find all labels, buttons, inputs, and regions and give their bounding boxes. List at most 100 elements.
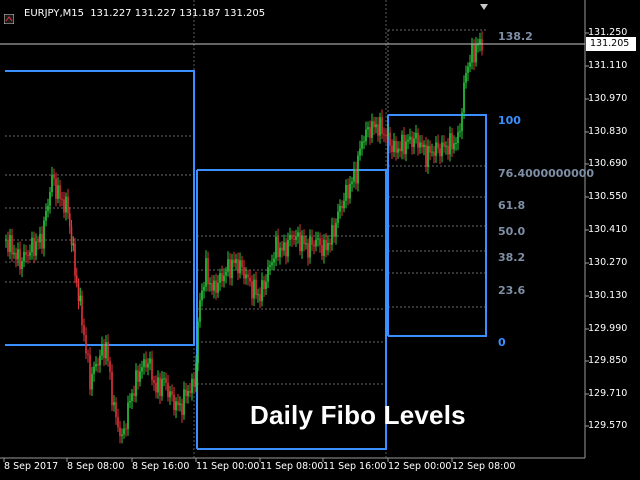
candle-body — [395, 140, 397, 153]
candle-body — [259, 294, 261, 302]
candle-body — [203, 286, 205, 291]
candle-body — [475, 44, 477, 63]
candle-body — [205, 258, 207, 287]
candle-body — [317, 238, 319, 240]
fibo-level-label: 0 — [498, 336, 506, 349]
candle-body — [381, 117, 383, 135]
candle-body — [303, 235, 305, 245]
fibo-level-label: 38.2 — [498, 251, 526, 264]
candle-body — [261, 280, 263, 302]
candle-body — [415, 132, 417, 139]
candle-body — [237, 259, 239, 274]
candle-body — [283, 242, 285, 251]
candle-body — [333, 225, 335, 237]
candle-body — [357, 155, 359, 184]
candle-body — [57, 185, 59, 199]
candle-body — [397, 148, 399, 153]
candle-body — [277, 236, 279, 257]
candle-body — [457, 132, 459, 143]
candle-body — [429, 145, 431, 153]
candle-body — [131, 393, 133, 401]
candle-body — [135, 370, 137, 397]
candle-body — [129, 400, 131, 403]
candle-body — [433, 151, 435, 156]
chart-shift-marker-icon[interactable] — [480, 4, 488, 10]
candle-body — [353, 168, 355, 182]
candle-body — [401, 134, 403, 152]
symbol-badge-icon — [3, 9, 15, 25]
candle-body — [123, 428, 125, 435]
candle-body — [449, 133, 451, 155]
candle-body — [79, 295, 82, 302]
candle-body — [227, 259, 229, 272]
candle-body — [245, 274, 247, 279]
candle-body — [427, 145, 429, 167]
candle-body — [13, 252, 15, 255]
candle-body — [391, 145, 393, 153]
candle-body — [121, 434, 123, 436]
candle-body — [27, 255, 29, 257]
candle-body — [281, 247, 283, 251]
chart-header-info: EURJPY,M15 131.227 131.227 131.187 131.2… — [24, 8, 265, 19]
candle-body — [295, 236, 297, 240]
price-axis-tick: 129.570 — [588, 420, 628, 431]
daily-range-box — [5, 70, 195, 346]
candle-body — [183, 389, 185, 415]
candle-body — [91, 373, 93, 390]
time-axis-tick: 8 Sep 16:00 — [132, 461, 190, 472]
candle-body — [351, 181, 353, 184]
candle-body — [287, 240, 289, 257]
candle-body — [377, 124, 379, 136]
candle-body — [23, 251, 25, 262]
candle-body — [165, 378, 167, 383]
candle-body — [39, 233, 41, 243]
candle-body — [119, 427, 121, 436]
candle-body — [141, 367, 143, 372]
candle-body — [213, 280, 215, 291]
candle-body — [25, 251, 27, 256]
candle-body — [147, 363, 149, 368]
candle-body — [341, 205, 343, 209]
candle-body — [311, 236, 313, 245]
candle-body — [107, 342, 109, 362]
candle-body — [31, 237, 33, 253]
candle-body — [329, 242, 331, 245]
price-axis-tick: 130.410 — [588, 224, 628, 235]
candle-body — [74, 243, 76, 276]
candle-body — [9, 235, 11, 252]
candle-body — [413, 138, 415, 148]
time-axis-tick: 8 Sep 2017 — [4, 461, 59, 472]
fibo-level-label: 100 — [498, 114, 521, 127]
fibo-level-label: 61.8 — [498, 199, 526, 212]
candle-body — [423, 144, 425, 148]
candle-body — [137, 370, 139, 382]
candle-body — [97, 364, 99, 366]
candle-body — [217, 282, 219, 293]
candle-body — [189, 390, 191, 393]
candle-body — [359, 148, 361, 156]
candle-body — [337, 211, 339, 223]
candle-body — [83, 325, 85, 335]
candle-body — [127, 402, 129, 429]
candle-body — [371, 121, 373, 138]
candle-body — [387, 132, 389, 136]
price-axis-tick: 130.130 — [588, 290, 628, 301]
candle-body — [33, 237, 35, 256]
candle-body — [209, 283, 211, 285]
candle-body — [251, 281, 253, 299]
candle-body — [233, 259, 235, 264]
candle-body — [379, 117, 381, 136]
candle-body — [275, 236, 277, 259]
candle-body — [153, 380, 155, 383]
candle-body — [435, 142, 437, 156]
candle-body — [437, 142, 439, 149]
candle-body — [405, 141, 407, 155]
candle-body — [77, 282, 80, 302]
fibo-level-label: 50.0 — [498, 225, 526, 238]
candle-body — [117, 416, 119, 428]
candle-body — [179, 403, 181, 406]
candle-body — [171, 391, 173, 395]
candle-body — [469, 62, 471, 67]
candle-body — [467, 66, 469, 73]
